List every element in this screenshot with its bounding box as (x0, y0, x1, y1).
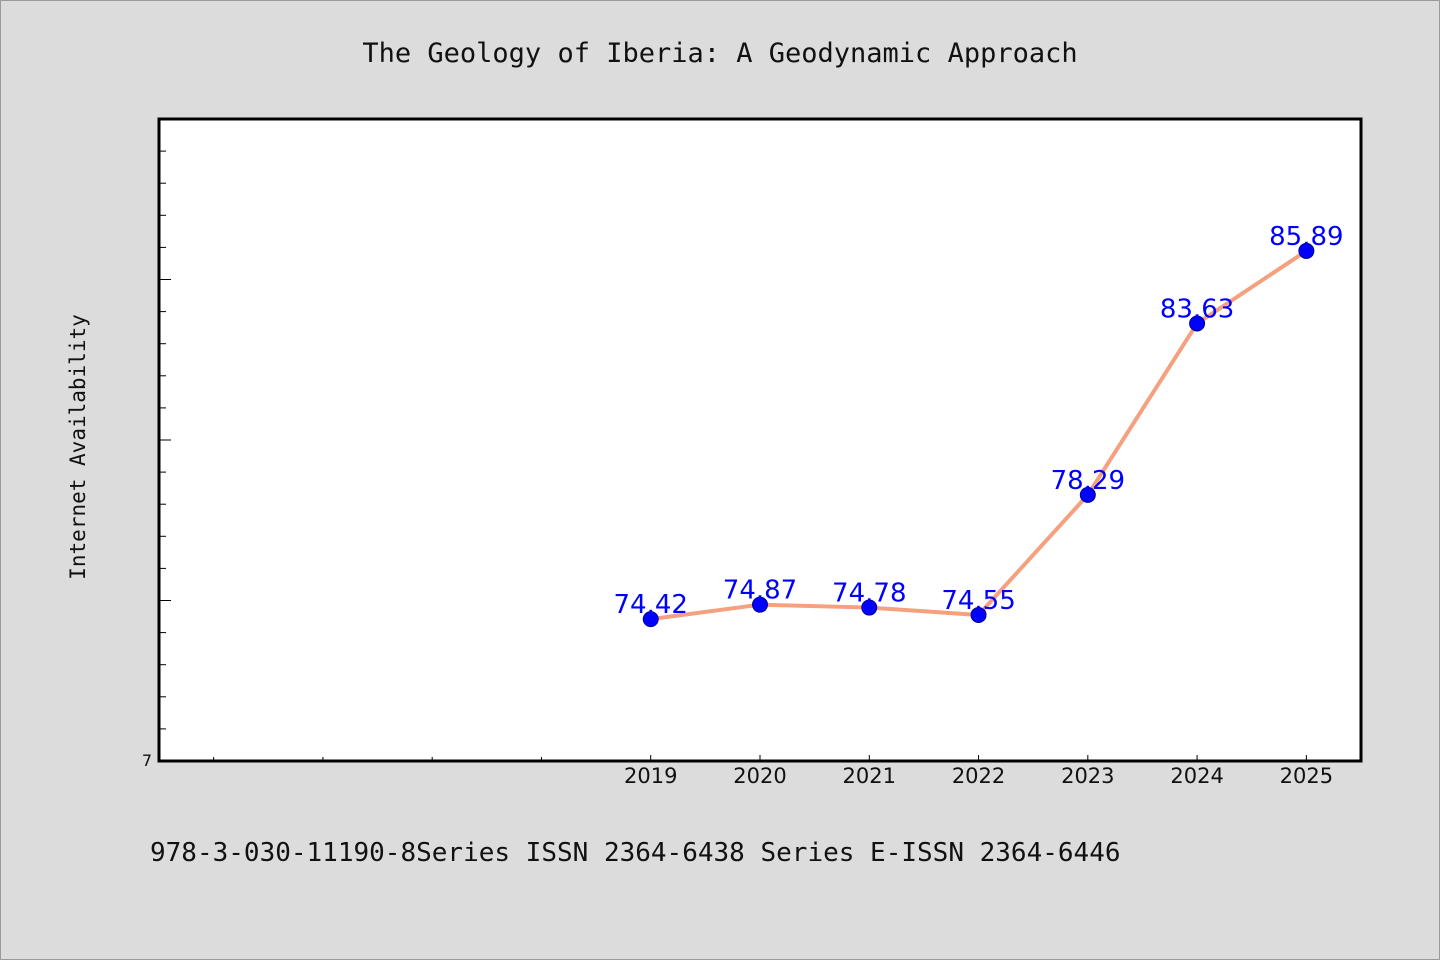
data-point (970, 606, 987, 623)
x-axis-ticks: 2019 2020 2021 2022 2023 2024 2025 (213, 755, 1333, 788)
data-point (1189, 315, 1206, 332)
x-tick-label: 2025 (1280, 764, 1333, 788)
x-tick-label: 2024 (1170, 764, 1223, 788)
x-tick-label: 2020 (733, 764, 786, 788)
isbn-footer: 978-3-030-11190-8Series ISSN 2364-6438 S… (150, 838, 1121, 868)
data-label: 83.63 (1160, 294, 1234, 324)
x-tick-label: 2021 (843, 764, 896, 788)
chart-title: The Geology of Iberia: A Geodynamic Appr… (362, 38, 1077, 69)
data-label: 74.87 (723, 576, 797, 606)
data-point (1079, 486, 1096, 503)
data-point (1298, 242, 1315, 259)
x-tick-label: 2022 (952, 764, 1005, 788)
y-axis-label: Internet Availability (66, 314, 90, 580)
data-label: 74.78 (832, 579, 906, 609)
data-label: 74.42 (614, 590, 688, 620)
data-label: 78.29 (1051, 466, 1125, 496)
data-label: 74.55 (941, 586, 1015, 616)
plot-area (157, 117, 1363, 763)
y-axis-ticks (159, 150, 171, 730)
series-layer: 74.42 74.87 74.78 74.55 78.29 83.63 85.89 (614, 222, 1344, 628)
x-tick-label: 2019 (624, 764, 677, 788)
y-tick-label: 7 (142, 751, 152, 770)
data-point (642, 611, 659, 628)
data-point (752, 596, 768, 613)
data-label: 85.89 (1269, 222, 1343, 252)
data-point (861, 599, 878, 616)
x-tick-label: 2023 (1061, 764, 1114, 788)
